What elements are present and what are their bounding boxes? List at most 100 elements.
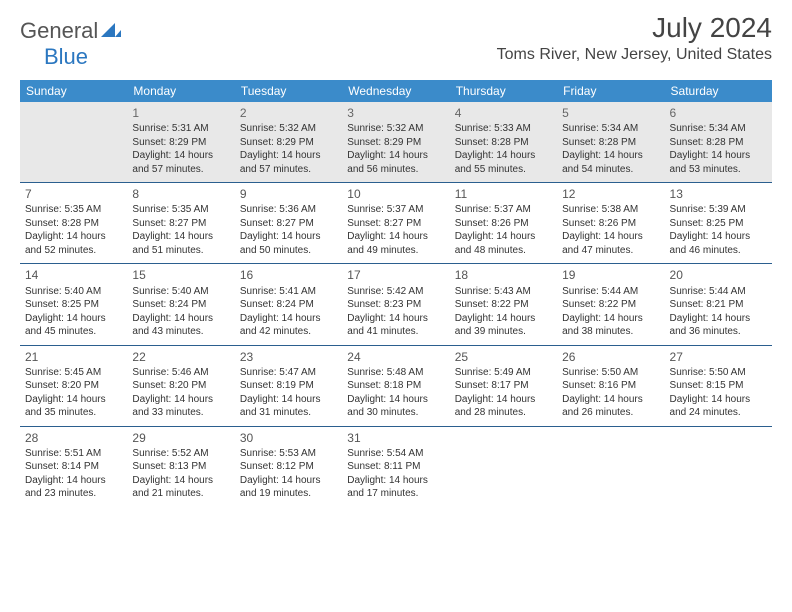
- calendar-day-cell: 3Sunrise: 5:32 AMSunset: 8:29 PMDaylight…: [342, 102, 449, 182]
- day-number: 1: [132, 105, 229, 121]
- sunrise-text: Sunrise: 5:31 AM: [132, 122, 229, 136]
- day-number: 28: [25, 430, 122, 446]
- sunrise-text: Sunrise: 5:34 AM: [562, 122, 659, 136]
- sunset-text: Sunset: 8:22 PM: [455, 298, 552, 312]
- calendar-week-row: 7Sunrise: 5:35 AMSunset: 8:28 PMDaylight…: [20, 183, 772, 264]
- daylight-text: Daylight: 14 hours and 53 minutes.: [670, 149, 767, 176]
- logo-general: General: [20, 18, 98, 44]
- daylight-text: Daylight: 14 hours and 24 minutes.: [670, 393, 767, 420]
- sunrise-text: Sunrise: 5:50 AM: [670, 366, 767, 380]
- daylight-text: Daylight: 14 hours and 57 minutes.: [132, 149, 229, 176]
- weekday-header: Tuesday: [235, 80, 342, 102]
- day-number: 2: [240, 105, 337, 121]
- calendar-day-cell: 1Sunrise: 5:31 AMSunset: 8:29 PMDaylight…: [127, 102, 234, 182]
- calendar-day-cell: [665, 426, 772, 507]
- sunrise-text: Sunrise: 5:41 AM: [240, 285, 337, 299]
- daylight-text: Daylight: 14 hours and 19 minutes.: [240, 474, 337, 501]
- day-number: 26: [562, 349, 659, 365]
- calendar-day-cell: 13Sunrise: 5:39 AMSunset: 8:25 PMDayligh…: [665, 183, 772, 264]
- daylight-text: Daylight: 14 hours and 52 minutes.: [25, 230, 122, 257]
- day-number: 31: [347, 430, 444, 446]
- sunset-text: Sunset: 8:18 PM: [347, 379, 444, 393]
- weekday-header: Saturday: [665, 80, 772, 102]
- daylight-text: Daylight: 14 hours and 51 minutes.: [132, 230, 229, 257]
- day-number: 24: [347, 349, 444, 365]
- calendar-day-cell: 27Sunrise: 5:50 AMSunset: 8:15 PMDayligh…: [665, 345, 772, 426]
- calendar-day-cell: 26Sunrise: 5:50 AMSunset: 8:16 PMDayligh…: [557, 345, 664, 426]
- sunrise-text: Sunrise: 5:42 AM: [347, 285, 444, 299]
- sunset-text: Sunset: 8:27 PM: [240, 217, 337, 231]
- calendar-day-cell: 17 Sunrise: 5:42 AMSunset: 8:23 PMDayligh…: [342, 264, 449, 345]
- sunset-text: Sunset: 8:25 PM: [670, 217, 767, 231]
- day-number: 7: [25, 186, 122, 202]
- day-number: 23: [240, 349, 337, 365]
- sunrise-text: Sunrise: 5:46 AM: [132, 366, 229, 380]
- calendar-week-row: 1Sunrise: 5:31 AMSunset: 8:29 PMDaylight…: [20, 102, 772, 182]
- daylight-text: Daylight: 14 hours and 28 minutes.: [455, 393, 552, 420]
- sunset-text: Sunset: 8:12 PM: [240, 460, 337, 474]
- calendar-day-cell: 4Sunrise: 5:33 AMSunset: 8:28 PMDaylight…: [450, 102, 557, 182]
- sunrise-text: Sunrise: 5:36 AM: [240, 203, 337, 217]
- sunset-text: Sunset: 8:27 PM: [132, 217, 229, 231]
- sunrise-text: Sunrise: 5:53 AM: [240, 447, 337, 461]
- day-number: 11: [455, 186, 552, 202]
- sunset-text: Sunset: 8:26 PM: [562, 217, 659, 231]
- calendar-day-cell: 15Sunrise: 5:40 AMSunset: 8:24 PMDayligh…: [127, 264, 234, 345]
- sunset-text: Sunset: 8:28 PM: [562, 136, 659, 150]
- day-number: 22: [132, 349, 229, 365]
- day-number: 18: [455, 267, 552, 283]
- day-number: 16: [240, 267, 337, 283]
- daylight-text: Daylight: 14 hours and 30 minutes.: [347, 393, 444, 420]
- daylight-text: Daylight: 14 hours and 56 minutes.: [347, 149, 444, 176]
- daylight-text: Daylight: 14 hours and 55 minutes.: [455, 149, 552, 176]
- calendar-day-cell: 30Sunrise: 5:53 AMSunset: 8:12 PMDayligh…: [235, 426, 342, 507]
- sunset-text: Sunset: 8:19 PM: [240, 379, 337, 393]
- calendar-day-cell: 21Sunrise: 5:45 AMSunset: 8:20 PMDayligh…: [20, 345, 127, 426]
- calendar-table: Sunday Monday Tuesday Wednesday Thursday…: [20, 80, 772, 507]
- day-number: 27: [670, 349, 767, 365]
- daylight-text: Daylight: 14 hours and 47 minutes.: [562, 230, 659, 257]
- daylight-text: Daylight: 14 hours and 26 minutes.: [562, 393, 659, 420]
- day-number: 12: [562, 186, 659, 202]
- sunset-text: Sunset: 8:20 PM: [25, 379, 122, 393]
- sunrise-text: Sunrise: 5:43 AM: [455, 285, 552, 299]
- calendar-day-cell: 24Sunrise: 5:48 AMSunset: 8:18 PMDayligh…: [342, 345, 449, 426]
- sunset-text: Sunset: 8:26 PM: [455, 217, 552, 231]
- daylight-text: Daylight: 14 hours and 57 minutes.: [240, 149, 337, 176]
- page-title: July 2024: [497, 12, 772, 44]
- day-number: 21: [25, 349, 122, 365]
- daylight-text: Daylight: 14 hours and 33 minutes.: [132, 393, 229, 420]
- calendar-day-cell: 31Sunrise: 5:54 AMSunset: 8:11 PMDayligh…: [342, 426, 449, 507]
- day-number: 5: [562, 105, 659, 121]
- calendar-day-cell: 22Sunrise: 5:46 AMSunset: 8:20 PMDayligh…: [127, 345, 234, 426]
- calendar-day-cell: [20, 102, 127, 182]
- sunset-text: Sunset: 8:13 PM: [132, 460, 229, 474]
- day-number: 4: [455, 105, 552, 121]
- day-number: 6: [670, 105, 767, 121]
- daylight-text: Daylight: 14 hours and 42 minutes.: [240, 312, 337, 339]
- day-number: 17: [347, 267, 444, 283]
- sunrise-text: Sunrise: 5:34 AM: [670, 122, 767, 136]
- sunrise-text: Sunrise: 5:51 AM: [25, 447, 122, 461]
- calendar-day-cell: 8Sunrise: 5:35 AMSunset: 8:27 PMDaylight…: [127, 183, 234, 264]
- sunset-text: Sunset: 8:21 PM: [670, 298, 767, 312]
- sunset-text: Sunset: 8:28 PM: [25, 217, 122, 231]
- sunrise-text: Sunrise: 5:37 AM: [455, 203, 552, 217]
- calendar-week-row: 14Sunrise: 5:40 AMSunset: 8:25 PMDayligh…: [20, 264, 772, 345]
- day-number: 15: [132, 267, 229, 283]
- calendar-day-cell: 16Sunrise: 5:41 AMSunset: 8:24 PMDayligh…: [235, 264, 342, 345]
- daylight-text: Daylight: 14 hours and 46 minutes.: [670, 230, 767, 257]
- sunrise-text: Sunrise: 5:33 AM: [455, 122, 552, 136]
- sunset-text: Sunset: 8:14 PM: [25, 460, 122, 474]
- sunset-text: Sunset: 8:29 PM: [240, 136, 337, 150]
- sunset-text: Sunset: 8:23 PM: [347, 298, 444, 312]
- daylight-text: Daylight: 14 hours and 23 minutes.: [25, 474, 122, 501]
- calendar-day-cell: 19Sunrise: 5:44 AMSunset: 8:22 PMDayligh…: [557, 264, 664, 345]
- calendar-day-cell: 20Sunrise: 5:44 AMSunset: 8:21 PMDayligh…: [665, 264, 772, 345]
- day-number: 3: [347, 105, 444, 121]
- daylight-text: Daylight: 14 hours and 41 minutes.: [347, 312, 444, 339]
- weekday-header: Monday: [127, 80, 234, 102]
- day-number: 30: [240, 430, 337, 446]
- calendar-week-row: 28Sunrise: 5:51 AMSunset: 8:14 PMDayligh…: [20, 426, 772, 507]
- daylight-text: Daylight: 14 hours and 49 minutes.: [347, 230, 444, 257]
